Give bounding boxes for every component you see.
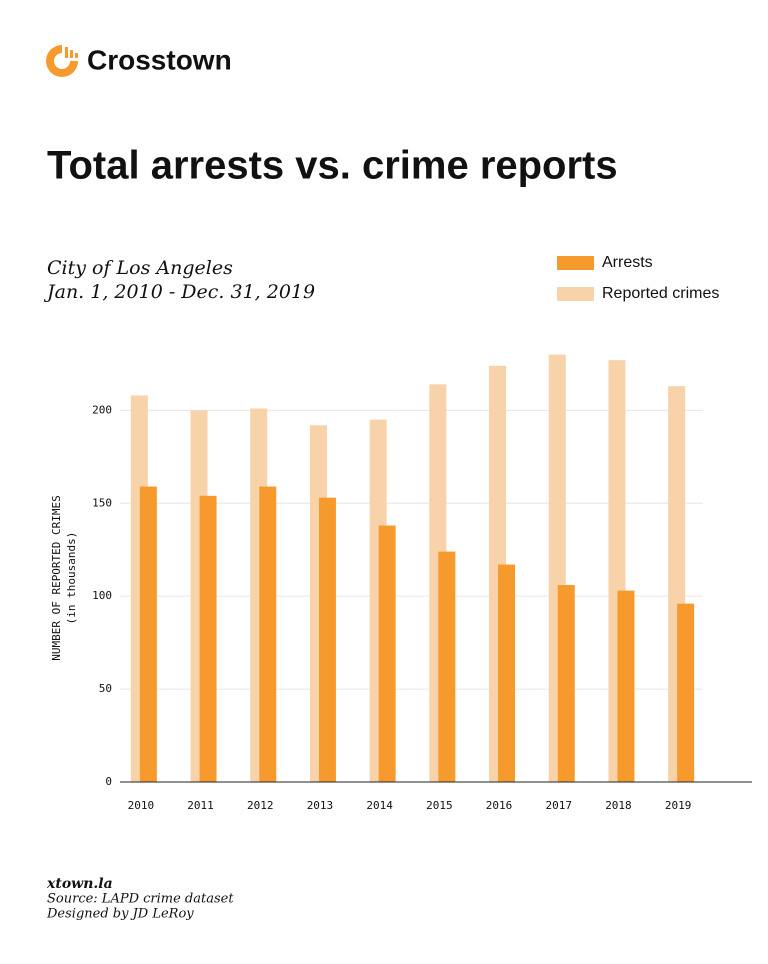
bars: [130, 354, 695, 782]
y-tick-label: 150: [92, 496, 112, 509]
x-tick-label: 2016: [486, 799, 513, 812]
bar: [498, 564, 516, 782]
bar: [139, 486, 157, 782]
x-tick-label: 2013: [307, 799, 334, 812]
subtitle: Jan. 1, 2010 - Dec. 31, 2019: [43, 281, 315, 303]
legend-swatch: [557, 287, 594, 301]
chart-title: Total arrests vs. crime reports: [47, 144, 618, 188]
x-tick-label: 2012: [247, 799, 274, 812]
x-tick-label: 2018: [605, 799, 632, 812]
legend-swatch: [557, 256, 594, 270]
bar: [259, 486, 277, 782]
x-tick-label: 2014: [366, 799, 393, 812]
bar: [378, 525, 396, 782]
y-axis-label: NUMBER OF REPORTED CRIMES: [50, 495, 63, 661]
bar: [557, 585, 575, 782]
bar: [438, 551, 456, 782]
logo-icon: [46, 44, 80, 77]
footer-credit: Designed by JD LeRoy: [46, 907, 194, 922]
footer-site: xtown.la: [46, 876, 113, 892]
y-axis-label: (in thousands): [65, 532, 78, 625]
bar: [677, 603, 695, 782]
x-tick-label: 2010: [128, 799, 155, 812]
y-tick-label: 50: [99, 682, 112, 695]
footer-source: Source: LAPD crime dataset: [47, 892, 234, 907]
x-tick-label: 2011: [187, 799, 214, 812]
brand: Crosstown: [87, 44, 232, 75]
bar: [199, 495, 217, 782]
legend-label: Arrests: [602, 254, 653, 271]
y-tick-label: 0: [105, 775, 112, 788]
x-tick-label: 2015: [426, 799, 453, 812]
x-tick-label: 2019: [665, 799, 692, 812]
legend-label: Reported crimes: [602, 285, 719, 302]
x-tick-label: 2017: [546, 799, 573, 812]
y-tick-label: 200: [92, 403, 112, 416]
bar: [318, 497, 336, 782]
y-tick-label: 100: [92, 589, 112, 602]
subtitle: City of Los Angeles: [47, 257, 233, 279]
bar: [617, 590, 635, 782]
